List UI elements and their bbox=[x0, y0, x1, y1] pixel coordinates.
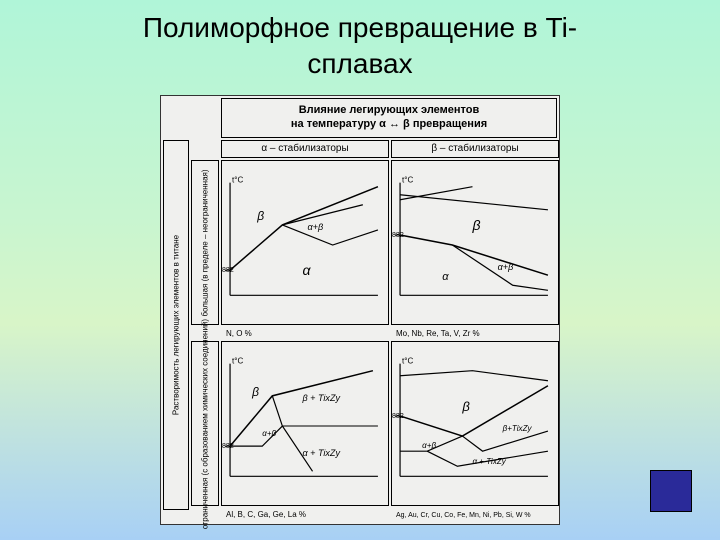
nav-forward-button[interactable] bbox=[650, 470, 692, 512]
xcaption-tl: N, O % bbox=[226, 329, 384, 338]
col-header-beta: β – стабилизаторы bbox=[391, 140, 559, 158]
svg-text:t°C: t°C bbox=[232, 357, 243, 366]
col-header-alpha: α – стабилизаторы bbox=[221, 140, 389, 158]
xcaption-tr: Mo, Nb, Re, Ta, V, Zr % bbox=[396, 329, 554, 338]
svg-text:t°C: t°C bbox=[402, 176, 413, 185]
row2-label: ограниченная (с образованием химических … bbox=[191, 341, 219, 506]
xcaption-bl: Al, B, C, Ga, Ge, La % bbox=[226, 510, 384, 519]
figure-container: Влияние легирующих элементов на температ… bbox=[160, 95, 560, 525]
svg-text:α + TixZy: α + TixZy bbox=[302, 448, 340, 458]
row1-label-text: большая (в пределе – неограниченная) bbox=[201, 169, 210, 316]
slide-title: Полиморфное превращение в Ti- сплавах bbox=[0, 0, 720, 83]
chart-bl: t°C882ββ + TixZyα+βα + TixZy bbox=[222, 342, 388, 505]
svg-text:β: β bbox=[471, 217, 480, 233]
panel-bottom-right: t°C882ββ+TixZyα+βα + TixZy Ag, Au, Cr, C… bbox=[391, 341, 559, 506]
svg-text:β: β bbox=[461, 399, 470, 414]
chart-tl: t°C882βαα+β bbox=[222, 161, 388, 324]
svg-text:α+β: α+β bbox=[498, 262, 514, 272]
svg-text:t°C: t°C bbox=[402, 357, 413, 366]
chart-br: t°C882ββ+TixZyα+βα + TixZy bbox=[392, 342, 558, 505]
row-outer-label: Растворимость легирующих элементов в тит… bbox=[163, 140, 189, 510]
figure-header-text: Влияние легирующих элементов на температ… bbox=[291, 104, 487, 130]
svg-text:α+β: α+β bbox=[308, 222, 324, 232]
svg-text:α: α bbox=[302, 262, 311, 278]
chart-tr: t°C882βαα+β bbox=[392, 161, 558, 324]
svg-text:β + TixZy: β + TixZy bbox=[301, 393, 340, 403]
panel-bottom-left: t°C882ββ + TixZyα+βα + TixZy Al, B, C, G… bbox=[221, 341, 389, 506]
svg-text:α + TixZy: α + TixZy bbox=[472, 457, 506, 466]
svg-text:β: β bbox=[256, 209, 264, 223]
row-outer-label-text: Растворимость легирующих элементов в тит… bbox=[172, 235, 181, 415]
xcaption-br: Ag, Au, Cr, Cu, Co, Fe, Mn, Ni, Pb, Si, … bbox=[396, 512, 554, 519]
title-line2: сплавах bbox=[307, 48, 412, 79]
svg-text:α+β: α+β bbox=[262, 429, 276, 438]
svg-text:β+TixZy: β+TixZy bbox=[502, 424, 533, 433]
svg-text:β: β bbox=[251, 385, 259, 399]
row1-label: большая (в пределе – неограниченная) bbox=[191, 160, 219, 325]
row2-label-text: ограниченная (с образованием химических … bbox=[201, 318, 210, 528]
panel-top-right: t°C882βαα+β Mo, Nb, Re, Ta, V, Zr % bbox=[391, 160, 559, 325]
panel-top-left: t°C882βαα+β N, O % bbox=[221, 160, 389, 325]
title-line1: Полиморфное превращение в Ti- bbox=[143, 12, 577, 43]
svg-text:t°C: t°C bbox=[232, 176, 243, 185]
svg-text:α: α bbox=[442, 271, 449, 283]
figure-header: Влияние легирующих элементов на температ… bbox=[221, 98, 557, 138]
svg-text:α+β: α+β bbox=[422, 441, 436, 450]
